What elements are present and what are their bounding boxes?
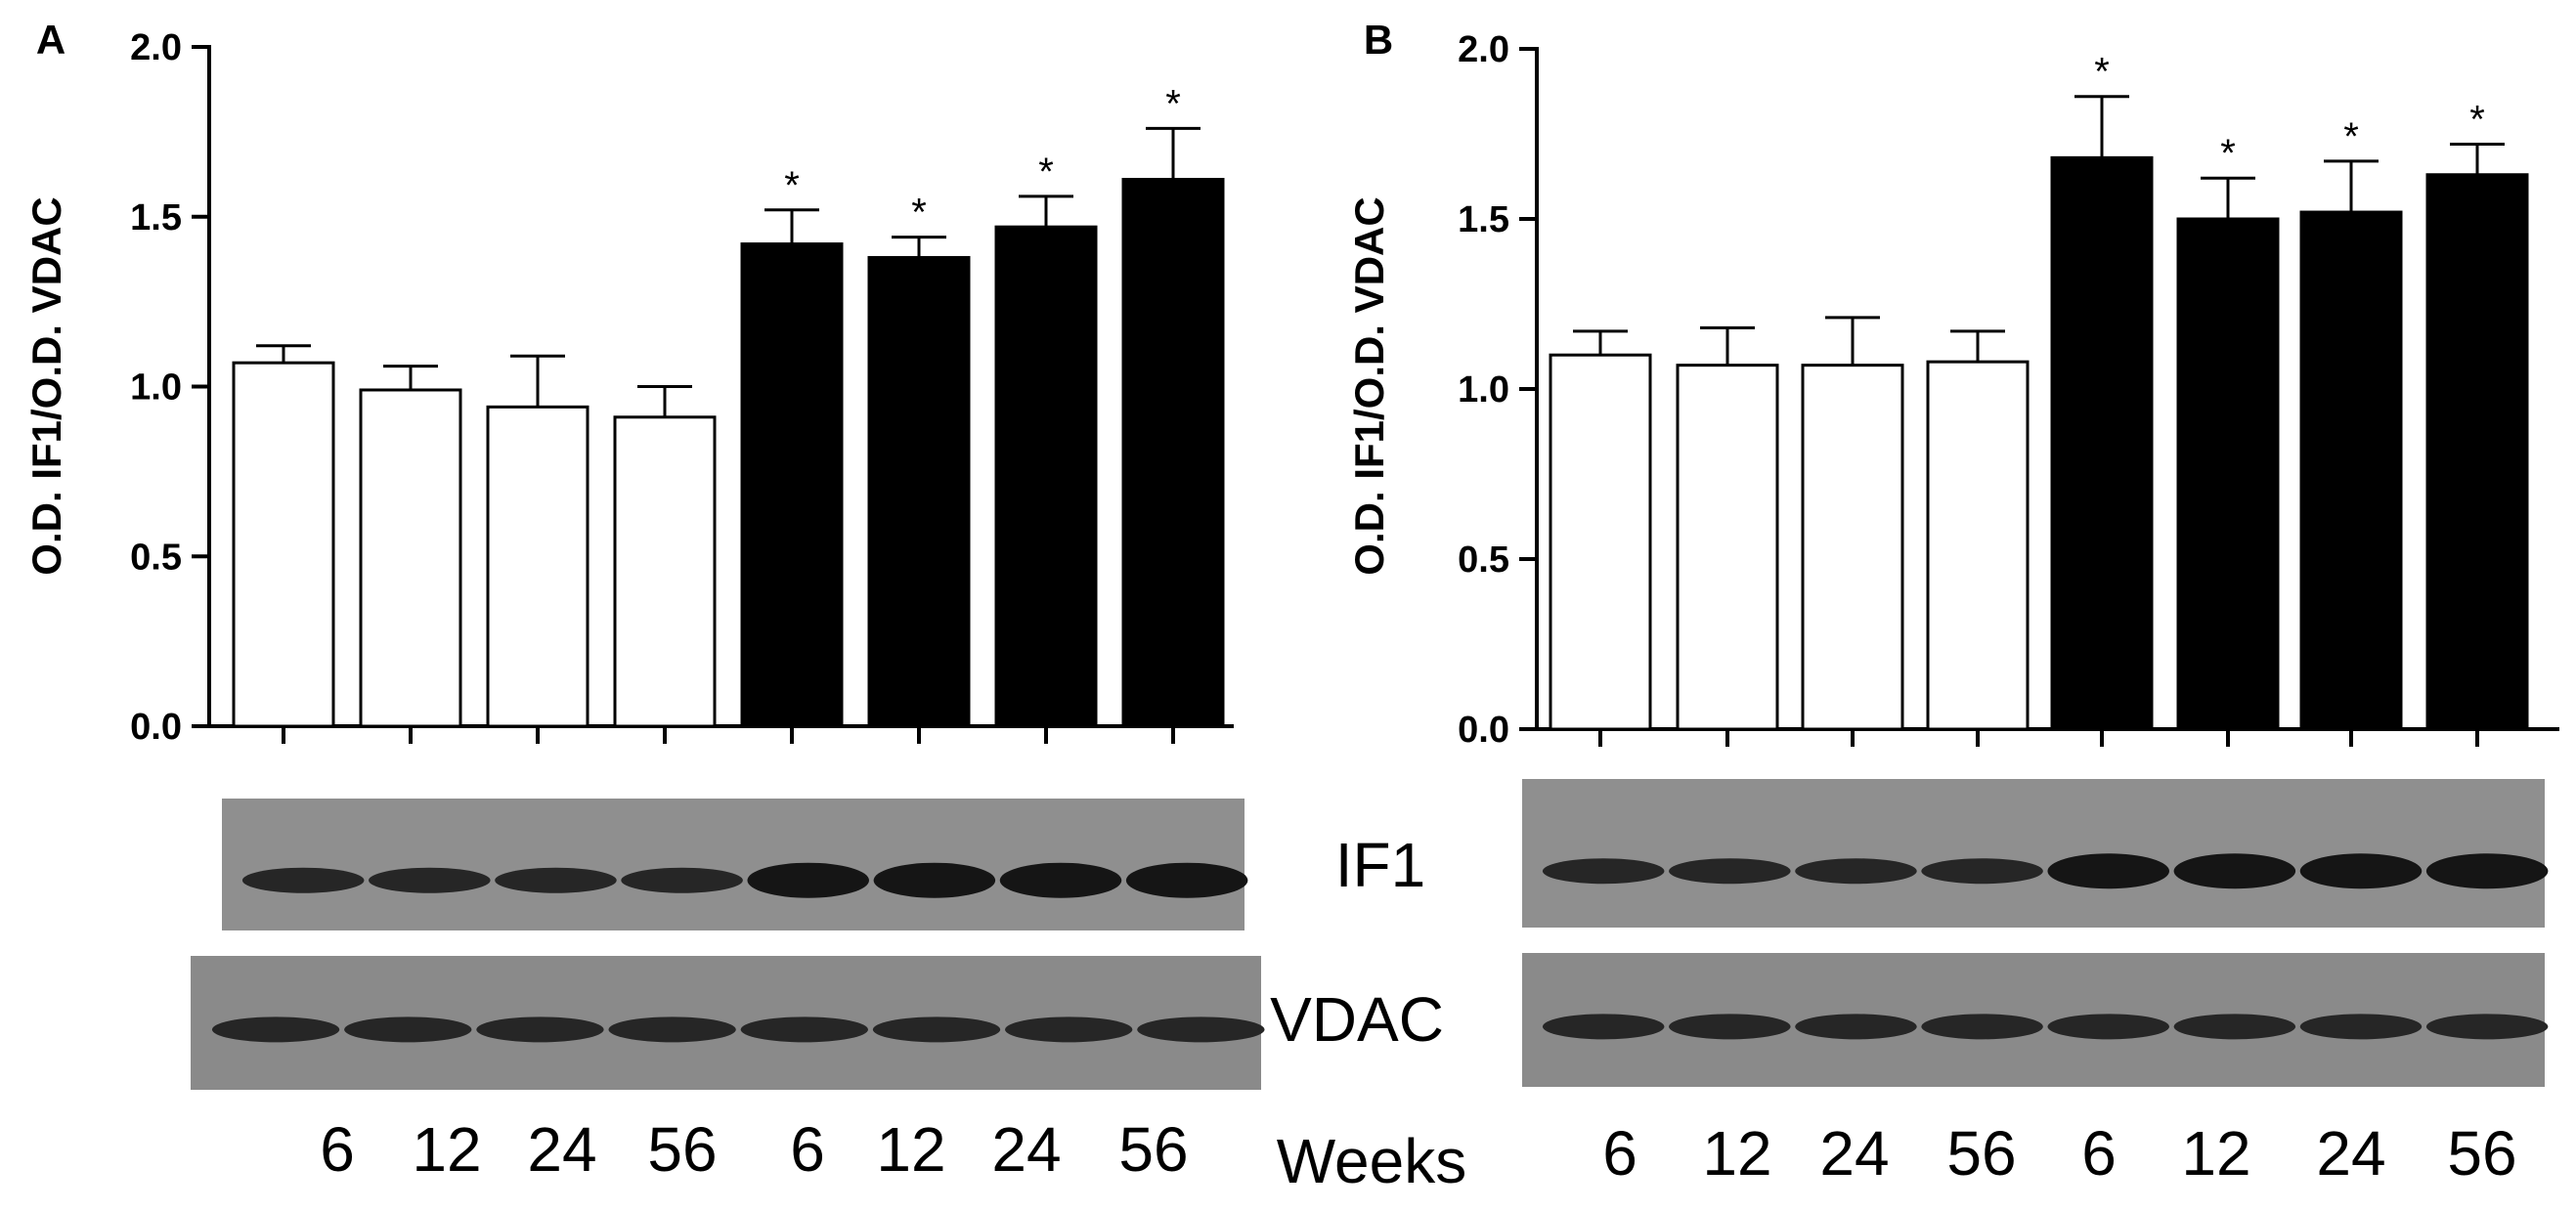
category-label: 24: [1819, 1118, 1889, 1189]
category-label: 12: [876, 1114, 945, 1185]
blot-band: [211, 1016, 340, 1043]
bar: [1676, 364, 1779, 731]
blot-band: [476, 1016, 604, 1043]
bar: [1549, 353, 1652, 731]
blot-band: [999, 862, 1122, 898]
y-tick-label: 1.5: [130, 197, 182, 238]
blot-band: [369, 867, 491, 893]
blot-band: [1542, 1014, 1665, 1040]
blot-band: [608, 1016, 736, 1043]
y-tick-label: 2.0: [1458, 29, 1509, 70]
bar: [1926, 360, 2030, 731]
category-label: 12: [1702, 1118, 1771, 1189]
category-label: 24: [527, 1114, 596, 1185]
blot-band: [740, 1016, 868, 1043]
bar: [613, 415, 717, 728]
category-label: 56: [1118, 1114, 1188, 1185]
category-label: 56: [647, 1114, 717, 1185]
blot-strip: [1522, 779, 2545, 928]
blot-band: [1795, 858, 1917, 885]
blot-band: [872, 1016, 1001, 1043]
blot-strip: [222, 799, 1244, 930]
category-label: 6: [790, 1114, 825, 1185]
significance-marker: *: [1165, 82, 1181, 125]
panel-label: A: [36, 17, 65, 63]
blot-band: [2047, 853, 2169, 889]
bar: [359, 388, 462, 728]
blot-band: [1137, 1016, 1265, 1043]
bar: [2176, 217, 2280, 731]
y-tick-label: 1.0: [1458, 369, 1509, 411]
significance-marker: *: [784, 164, 800, 207]
blot-band: [1921, 1014, 2043, 1040]
significance-marker: *: [2469, 98, 2485, 141]
y-tick-label: 0.0: [1458, 710, 1509, 751]
blot-band: [1669, 858, 1791, 885]
category-label: 12: [2181, 1118, 2250, 1189]
y-tick-label: 0.0: [130, 707, 182, 748]
significance-marker: *: [2343, 115, 2359, 158]
y-tick-label: 2.0: [130, 27, 182, 68]
y-axis-label: O.D. IF1/O.D. VDAC: [23, 196, 69, 575]
significance-marker: *: [911, 192, 927, 235]
blot-band: [621, 867, 743, 893]
bar: [867, 255, 971, 728]
significance-marker: *: [1038, 151, 1054, 194]
category-label: 56: [2447, 1118, 2516, 1189]
bar: [486, 405, 589, 728]
category-label: 6: [1602, 1118, 1637, 1189]
bar: [1801, 364, 1904, 731]
y-tick-label: 1.5: [1458, 199, 1509, 240]
blot-band: [2425, 1014, 2549, 1040]
x-axis-label: Weeks: [1277, 1126, 1466, 1196]
category-label: 24: [991, 1114, 1061, 1185]
blot-band: [2173, 1014, 2296, 1040]
bar: [994, 225, 1098, 728]
panel-label: B: [1364, 17, 1393, 63]
category-label: 6: [2081, 1118, 2117, 1189]
blot-band: [344, 1016, 472, 1043]
bar: [1121, 178, 1225, 728]
blot-band: [873, 862, 996, 898]
bar: [232, 361, 335, 728]
blot-band: [241, 867, 365, 893]
blot-band: [747, 862, 869, 898]
category-label: 12: [412, 1114, 481, 1185]
bar: [2299, 210, 2403, 731]
bar: [740, 242, 844, 728]
blot-band: [495, 867, 617, 893]
blot-band: [1005, 1016, 1133, 1043]
blot-label-if1: IF1: [1335, 830, 1425, 900]
blot-band: [2173, 853, 2296, 889]
blot-band: [1125, 862, 1248, 898]
blot-band: [2299, 1014, 2423, 1040]
category-label: 24: [2316, 1118, 2385, 1189]
significance-marker: *: [2220, 132, 2236, 175]
category-label: 56: [1946, 1118, 2016, 1189]
bar: [2425, 173, 2529, 731]
blot-band: [2299, 853, 2423, 889]
blot-band: [1795, 1014, 1917, 1040]
category-label: 6: [320, 1114, 355, 1185]
y-tick-label: 0.5: [1458, 540, 1509, 581]
chart-panel-a: A O.D. IF1/O.D. VDAC 0.0 0.5 1.0 1.5 2.0 * * * * IF…: [23, 17, 1466, 1196]
y-axis-label: O.D. IF1/O.D. VDAC: [1346, 196, 1392, 575]
y-tick-label: 1.0: [130, 368, 182, 409]
y-tick-label: 0.5: [130, 537, 182, 578]
significance-marker: *: [2094, 51, 2110, 94]
blot-band: [1542, 858, 1665, 885]
blot-band: [1669, 1014, 1791, 1040]
bar: [2050, 155, 2154, 731]
blot-label-vdac: VDAC: [1270, 984, 1444, 1055]
blot-band: [2425, 853, 2549, 889]
blot-band: [1921, 858, 2043, 885]
blot-band: [2047, 1014, 2169, 1040]
